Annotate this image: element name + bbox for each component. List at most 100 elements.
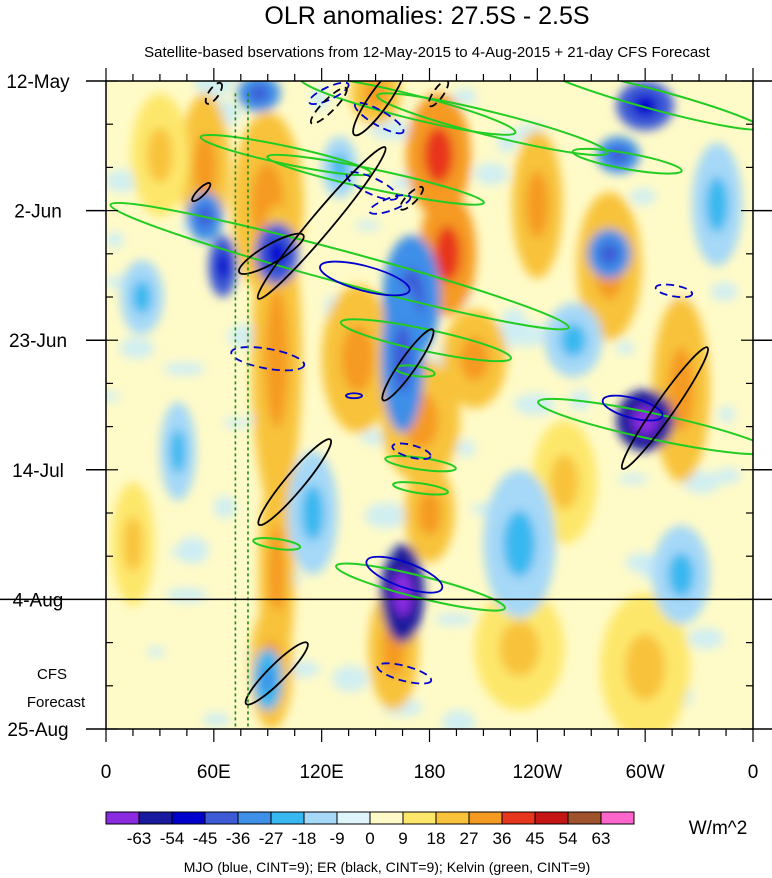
anomaly-core — [549, 454, 579, 510]
er-contour — [256, 146, 387, 300]
mjo-contour — [230, 346, 306, 372]
kelvin-contour — [546, 81, 753, 131]
olr-anomaly-field — [106, 81, 743, 729]
kelvin-contour — [537, 397, 753, 456]
colorbar-label: -45 — [193, 829, 218, 848]
colorbar: -63 -54 -45 -36 -27 -18 -9 0 9 18 27 36 45 54 63 — [105, 811, 635, 848]
er-contour — [238, 232, 305, 275]
anomaly-patch — [617, 473, 649, 485]
er-contour — [427, 81, 450, 108]
y-tick-label: 4-Aug — [13, 590, 64, 611]
anomaly-patch — [213, 495, 237, 519]
colorbar-swatch — [204, 811, 239, 825]
anomaly-core — [265, 289, 289, 429]
anomaly-core — [249, 85, 269, 102]
colorbar-label: -9 — [329, 829, 344, 848]
mjo-contour — [353, 101, 405, 135]
anomaly-core — [705, 176, 729, 233]
colorbar-label: -27 — [259, 829, 284, 848]
colorbar-swatch — [336, 811, 371, 825]
anomaly-patch — [354, 220, 382, 231]
anomaly-core — [599, 242, 619, 265]
anomaly-patch — [106, 169, 140, 193]
anomaly-core — [526, 171, 549, 238]
x-tick-label: 180 — [414, 762, 446, 783]
x-tick-label: 0 — [101, 762, 112, 783]
anomaly-patch — [166, 587, 208, 603]
reference-longitude-lines — [234, 93, 249, 729]
anomaly-patch — [456, 439, 476, 458]
x-tick-label: 120E — [299, 762, 343, 783]
anomaly-patch — [616, 341, 635, 355]
colorbar-swatch — [567, 811, 602, 825]
anomaly-core — [146, 127, 173, 183]
colorbar-swatch — [138, 811, 173, 825]
anomaly-core — [341, 325, 374, 393]
mjo-contour — [654, 283, 694, 299]
anomaly-patch — [223, 417, 248, 429]
er-contour — [257, 438, 333, 527]
kelvin-contour — [252, 536, 302, 551]
er-contour — [399, 185, 424, 211]
anomaly-core — [216, 252, 230, 281]
y-tick-label: 12-May — [6, 72, 70, 93]
anomaly-core — [301, 485, 325, 541]
anomaly-core — [632, 94, 659, 117]
anomaly-patch — [119, 337, 155, 359]
er-contour — [620, 346, 709, 470]
anomaly-patch — [568, 389, 592, 411]
legend-footer: MJO (blue, CINT=9); ER (black, CINT=9); … — [184, 859, 591, 875]
colorbar-swatch — [369, 811, 404, 825]
anomaly-patch — [176, 536, 209, 564]
y-tick-label: 25-Aug — [7, 720, 68, 741]
colorbar-label: -63 — [127, 829, 152, 848]
er-contour — [244, 641, 309, 706]
anomaly-patch — [687, 627, 725, 650]
anomaly-core — [624, 633, 666, 701]
anomaly-patch — [501, 307, 527, 335]
anomaly-patch — [718, 405, 736, 423]
anomaly-patch — [513, 393, 556, 416]
mjo-contours — [230, 81, 694, 685]
colorbar-label: 54 — [559, 829, 578, 848]
y-axis: 12-May 2-Jun 23-Jun 14-Jul 4-Aug 25-Aug — [6, 72, 772, 741]
colorbar-label: 36 — [493, 829, 512, 848]
kelvin-contour — [376, 92, 609, 157]
colorbar-swatch — [501, 811, 536, 825]
colorbar-swatch — [105, 811, 140, 825]
anomaly-patch — [194, 81, 234, 97]
colorbar-units: W/m^2 — [689, 818, 748, 839]
forecast-label-line1: CFS — [37, 666, 67, 683]
y-tick-label: 14-Jul — [12, 461, 64, 482]
x-axis: 0 60E 120E 180 120W 60W 0 — [101, 68, 758, 783]
mjo-contour — [368, 194, 412, 215]
anomaly-core — [132, 280, 152, 314]
colorbar-label: 27 — [460, 829, 479, 848]
colorbar-swatch — [468, 811, 503, 825]
anomaly-core — [418, 490, 441, 536]
chart-subtitle: Satellite-based bservations from 12-May-… — [144, 44, 711, 61]
anomaly-patch — [473, 162, 509, 186]
anomaly-core — [169, 429, 186, 474]
anomaly-core — [503, 510, 536, 578]
er-contours — [191, 81, 709, 706]
anomaly-patch — [630, 187, 656, 206]
anomaly-patch — [106, 391, 121, 402]
kelvin-contour — [335, 562, 506, 612]
anomaly-patch — [433, 613, 474, 626]
anomaly-patch — [146, 646, 166, 658]
anomaly-patch — [162, 362, 206, 376]
mjo-contour — [308, 81, 350, 105]
kelvin-contour — [299, 81, 517, 136]
mjo-contour — [365, 555, 444, 594]
y-tick-label: 2-Jun — [14, 202, 62, 223]
colorbar-label: -36 — [226, 829, 251, 848]
colorbar-swatch — [435, 811, 470, 825]
colorbar-swatch — [402, 811, 437, 825]
anomaly-core — [423, 127, 454, 183]
colorbar-swatch — [270, 811, 305, 825]
anomaly-patch — [682, 470, 721, 494]
anomaly-patch — [452, 88, 478, 105]
anomaly-core — [499, 621, 540, 677]
